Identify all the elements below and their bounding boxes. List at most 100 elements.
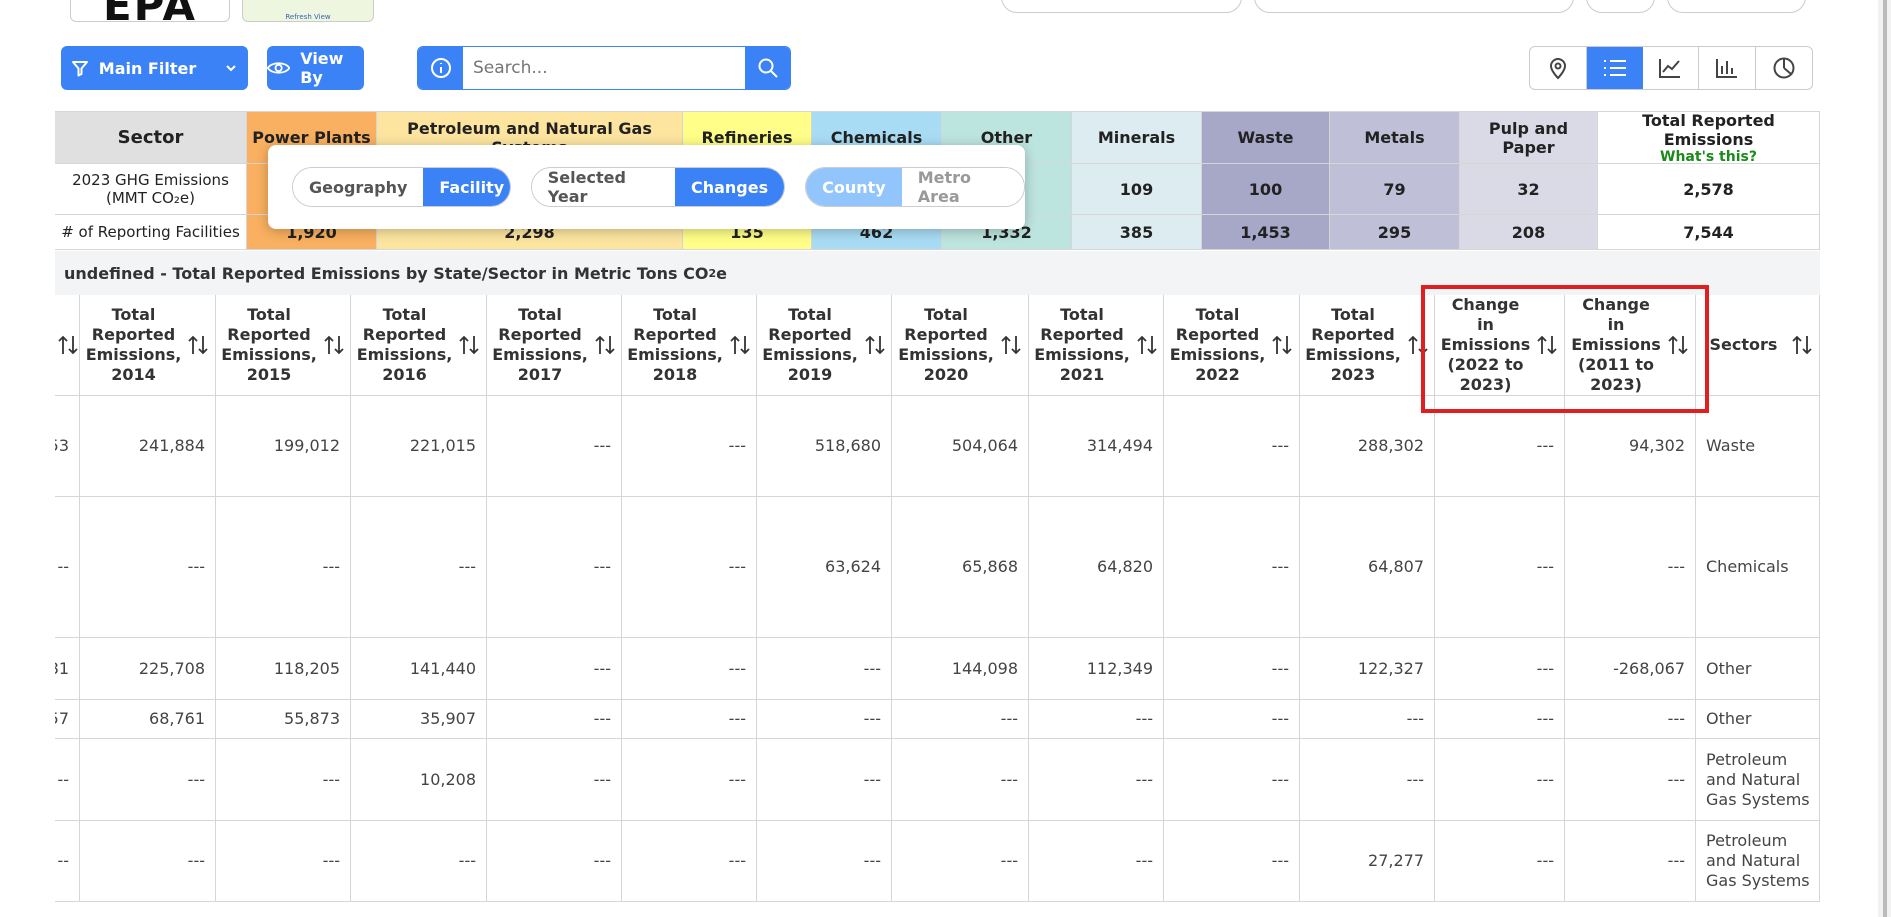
value-cell: --- <box>622 638 757 700</box>
list-view[interactable] <box>1586 47 1643 89</box>
map-view[interactable] <box>1530 47 1587 89</box>
logo[interactable]: EPA <box>70 0 230 22</box>
toggle-option[interactable]: County <box>806 168 902 206</box>
value-cell: --- <box>216 497 351 638</box>
sort-icon[interactable] <box>1271 334 1293 356</box>
whats-this[interactable]: What's this? <box>1660 148 1757 164</box>
value-cell: 10,208 <box>351 739 487 821</box>
value-cell: -- <box>55 739 80 821</box>
toggle-option[interactable]: Facility <box>423 168 510 206</box>
line-icon <box>1659 59 1681 78</box>
sort-icon[interactable] <box>1667 334 1689 356</box>
top-pill[interactable] <box>1254 0 1574 13</box>
top-pill[interactable] <box>1667 0 1806 13</box>
summary-value: 7,544 <box>1598 215 1820 250</box>
bar-icon <box>1716 59 1738 78</box>
search-input[interactable] <box>463 47 745 89</box>
value-cell: 57 <box>55 700 80 739</box>
value-cell: --- <box>80 821 216 902</box>
title-suffix: e <box>716 263 727 283</box>
value-cell: 225,708 <box>80 638 216 700</box>
column-header: Total Reported Emissions, 2020 <box>892 295 1029 396</box>
value-cell: 27,277 <box>1300 821 1435 902</box>
value-cell: 53 <box>55 396 80 497</box>
toggle-group: Selected Year Changes <box>530 167 786 207</box>
value-cell: 144,098 <box>892 638 1029 700</box>
title-sub: 2 <box>708 266 717 280</box>
column-header: Total Reported Emissions, 2021 <box>1029 295 1164 396</box>
value-cell: --- <box>487 821 622 902</box>
sort-icon[interactable] <box>594 334 616 356</box>
info-button[interactable] <box>418 47 463 89</box>
summary-value: 100 <box>1202 164 1330 215</box>
header-text: Change in Emissions (2011 to 2023) <box>1571 295 1661 394</box>
value-cell: -268,067 <box>1565 638 1696 700</box>
search-button[interactable] <box>745 47 790 89</box>
value-cell: 141,440 <box>351 638 487 700</box>
sort-icon[interactable] <box>323 334 345 356</box>
view-switcher <box>1529 46 1813 90</box>
sort-icon[interactable] <box>729 334 751 356</box>
header-text: Total Reported Emissions, 2020 <box>898 305 994 384</box>
sort-icon[interactable] <box>1407 334 1429 356</box>
view-by[interactable]: View By <box>267 46 364 90</box>
sort-icon[interactable] <box>864 334 886 356</box>
filter-icon <box>71 61 88 77</box>
sector-cell: Other <box>1696 638 1820 700</box>
bar-view[interactable] <box>1699 47 1757 89</box>
header-text: Total Reported Emissions, 2017 <box>492 305 588 384</box>
line-view[interactable] <box>1643 47 1700 89</box>
value-cell: 35,907 <box>351 700 487 739</box>
sort-icon[interactable] <box>1536 334 1558 356</box>
sort-icon[interactable] <box>1136 334 1158 356</box>
value-cell: 63,624 <box>757 497 892 638</box>
sort-icon[interactable] <box>57 334 79 356</box>
top-pill[interactable] <box>1586 0 1655 13</box>
summary-value: 208 <box>1460 215 1598 250</box>
main-filter[interactable]: Main Filter <box>61 46 248 90</box>
value-cell: --- <box>1029 700 1164 739</box>
value-cell: --- <box>757 700 892 739</box>
sort-icon[interactable] <box>1000 334 1022 356</box>
toggle-option[interactable]: Metro Area <box>901 168 1024 206</box>
toggle-option[interactable]: Geography <box>293 168 424 206</box>
header-text: Change in Emissions (2022 to 2023) <box>1440 295 1531 394</box>
sort-icon[interactable] <box>458 334 480 356</box>
column-header: Total Reported Emissions, 2022 <box>1164 295 1300 396</box>
view-popup: Geography Facility Selected Year Changes Cou… <box>268 145 1025 229</box>
value-cell: --- <box>80 497 216 638</box>
top-pill[interactable] <box>1001 0 1242 13</box>
refresh-view[interactable]: Refresh View <box>242 0 374 22</box>
toggle-option[interactable]: Changes <box>674 168 785 206</box>
summary-value: 32 <box>1460 164 1598 215</box>
header-text: Total Reported Emissions, 2022 <box>1169 305 1266 384</box>
title-text: undefined - Total Reported Emissions by … <box>64 263 709 283</box>
value-cell: 64,820 <box>1029 497 1164 638</box>
value-cell: 221,015 <box>351 396 487 497</box>
value-cell: --- <box>216 739 351 821</box>
sort-icon[interactable] <box>1791 334 1813 356</box>
value-cell: --- <box>1164 497 1300 638</box>
value-cell: --- <box>1435 638 1565 700</box>
toggle-option[interactable]: Selected Year <box>531 168 675 206</box>
header-text: Sector <box>117 127 184 148</box>
value-cell: --- <box>1435 739 1565 821</box>
scroll-thumb[interactable] <box>1882 0 1887 917</box>
sort-icon[interactable] <box>187 334 209 356</box>
summary-value: 79 <box>1330 164 1460 215</box>
summary-value: 1,453 <box>1202 215 1330 250</box>
value-cell: --- <box>622 739 757 821</box>
row-label: 2023 GHG Emissions (MMT CO₂e) <box>55 164 247 215</box>
pie-view[interactable] <box>1756 47 1812 89</box>
value-cell: --- <box>80 739 216 821</box>
column-header: Total Reported Emissions, 2023 <box>1300 295 1435 396</box>
column-header: Total Reported Emissions, 2018 <box>622 295 757 396</box>
summary-header: Metals <box>1330 111 1460 164</box>
search-group <box>417 46 791 90</box>
value-cell: 81 <box>55 638 80 700</box>
pie-icon <box>1773 57 1795 79</box>
value-cell: 65,868 <box>892 497 1029 638</box>
value-cell: 199,012 <box>216 396 351 497</box>
value-cell: --- <box>487 739 622 821</box>
value-cell: --- <box>487 396 622 497</box>
